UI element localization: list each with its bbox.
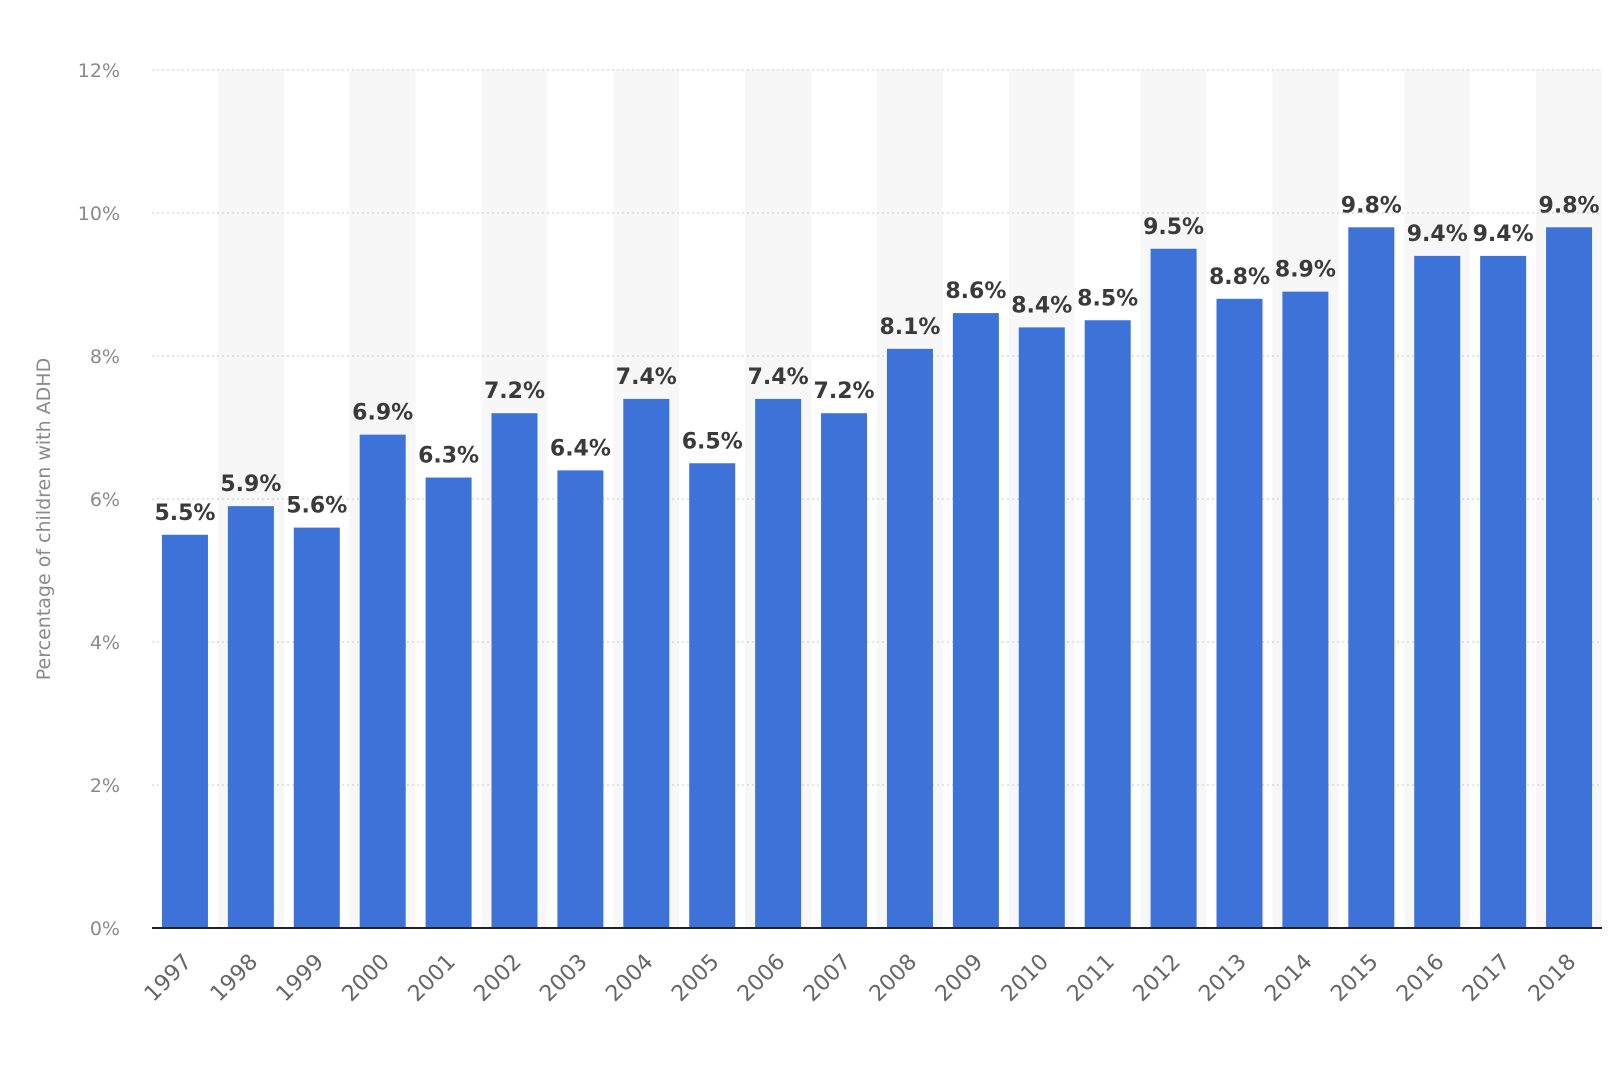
x-tick-label: 1997 (140, 950, 197, 1007)
bar-2010 (1018, 327, 1065, 928)
data-label-1997: 5.5% (154, 501, 215, 526)
bar-1997 (161, 534, 208, 928)
x-tick-label: 1998 (206, 950, 263, 1007)
data-label-1999: 5.6% (286, 494, 347, 519)
x-tick-label: 2001 (404, 950, 461, 1007)
bar-1998 (227, 506, 274, 928)
y-tick-label: 0% (90, 918, 120, 940)
y-tick-label: 10% (78, 203, 120, 225)
bar-2006 (755, 398, 802, 928)
x-tick-label: 2005 (667, 950, 724, 1007)
bar-2011 (1084, 320, 1131, 928)
y-axis-title: Percentage of children with ADHD (33, 358, 55, 680)
data-label-2000: 6.9% (352, 401, 413, 426)
x-tick-label: 2008 (865, 950, 922, 1007)
x-tick-label: 2007 (799, 950, 856, 1007)
x-tick-label: 2018 (1524, 950, 1581, 1007)
bar-2005 (689, 463, 736, 928)
data-label-2007: 7.2% (814, 379, 875, 404)
y-tick-label: 2% (90, 775, 120, 797)
data-label-2013: 8.8% (1209, 265, 1270, 290)
x-tick-label: 2010 (997, 950, 1054, 1007)
data-label-2003: 6.4% (550, 436, 611, 461)
data-label-2017: 9.4% (1473, 222, 1534, 247)
data-label-2004: 7.4% (616, 365, 677, 390)
bar-2014 (1282, 291, 1329, 928)
data-label-2008: 8.1% (879, 315, 940, 340)
bar-2004 (623, 398, 670, 928)
bar-2018 (1546, 227, 1593, 929)
x-tick-label: 1999 (272, 950, 329, 1007)
x-tick-label: 2014 (1260, 950, 1317, 1007)
y-tick-label: 12% (78, 60, 120, 82)
y-tick-label: 4% (90, 632, 120, 654)
x-tick-label: 2013 (1194, 950, 1251, 1007)
bar-2012 (1150, 248, 1197, 928)
x-tick-label: 2004 (601, 950, 658, 1007)
data-label-2011: 8.5% (1077, 286, 1138, 311)
x-tick-label: 2011 (1063, 950, 1120, 1007)
bar-2015 (1348, 227, 1395, 929)
x-tick-label: 2012 (1129, 950, 1186, 1007)
bar-1999 (293, 527, 340, 928)
y-tick-label: 6% (90, 489, 120, 511)
data-label-2010: 8.4% (1011, 293, 1072, 318)
x-tick-label: 2006 (733, 950, 790, 1007)
x-tick-label: 2009 (931, 950, 988, 1007)
data-label-2012: 9.5% (1143, 215, 1204, 240)
bar-2007 (821, 413, 868, 928)
data-labels: 5.5%5.9%5.6% 6.9%6.3% 7.2% 6.4% 7.4% 6.5% 7.4%… (154, 193, 1599, 525)
data-label-2014: 8.9% (1275, 258, 1336, 283)
data-label-2015: 9.8% (1341, 193, 1402, 218)
data-label-2005: 6.5% (682, 429, 743, 454)
y-axis-ticks: 0% 2% 4% 6% 8% 10% 12% (78, 60, 120, 940)
bar-2013 (1216, 298, 1263, 928)
data-label-2002: 7.2% (484, 379, 545, 404)
bar-2016 (1414, 255, 1461, 928)
x-tick-label: 2016 (1392, 950, 1449, 1007)
bars (161, 227, 1593, 929)
bar-2003 (557, 470, 604, 928)
x-axis-ticks: 1997 1998 1999 2000 2001 2002 2003 2004 2005 2006… (140, 950, 1581, 1007)
x-tick-label: 2017 (1458, 950, 1515, 1007)
bar-2000 (359, 434, 406, 928)
x-tick-label: 2002 (469, 950, 526, 1007)
data-label-2009: 8.6% (945, 279, 1006, 304)
bar-2008 (886, 348, 933, 929)
bar-2009 (952, 313, 999, 929)
data-label-2001: 6.3% (418, 444, 479, 469)
bar-2002 (491, 413, 538, 928)
data-label-1998: 5.9% (220, 472, 281, 497)
data-label-2006: 7.4% (748, 365, 809, 390)
data-label-2018: 9.8% (1539, 193, 1600, 218)
data-label-2016: 9.4% (1407, 222, 1468, 247)
x-tick-label: 2000 (338, 950, 395, 1007)
x-tick-label: 2003 (535, 950, 592, 1007)
bar-2001 (425, 477, 472, 928)
y-tick-label: 8% (90, 346, 120, 368)
bar-2017 (1480, 255, 1527, 928)
x-tick-label: 2015 (1326, 950, 1383, 1007)
